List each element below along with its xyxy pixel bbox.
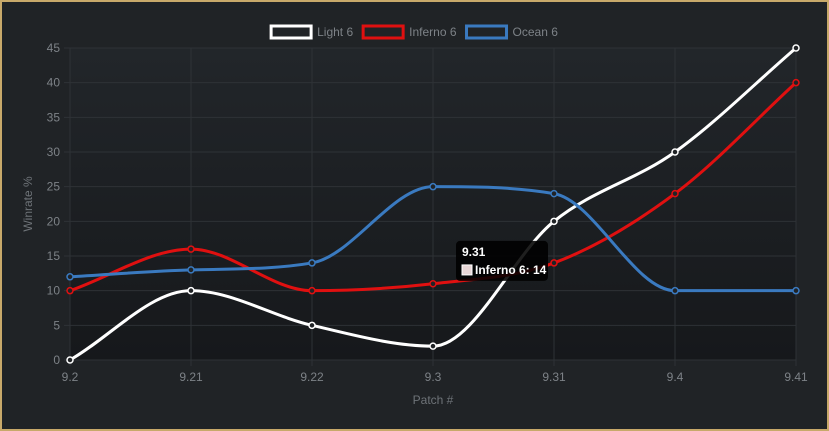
tooltip-box <box>456 240 548 281</box>
data-point-ocean-6[interactable] <box>671 286 679 295</box>
data-point-light-6[interactable] <box>308 321 316 330</box>
tooltip-body: Inferno 6: 14 <box>475 263 547 277</box>
y-tick-label: 0 <box>53 353 60 367</box>
y-tick-label: 5 <box>53 318 60 332</box>
x-tick-label: 9.3 <box>425 370 442 384</box>
legend-item-light-6[interactable]: Light 6 <box>269 24 353 40</box>
y-tick-label: 35 <box>47 110 61 124</box>
data-point-inferno-6[interactable] <box>671 189 679 198</box>
data-point-inferno-6[interactable] <box>308 286 316 295</box>
y-tick-label: 15 <box>47 249 61 263</box>
data-point-inferno-6[interactable] <box>187 245 195 253</box>
y-tick-label: 40 <box>47 76 61 90</box>
data-point-inferno-6[interactable] <box>550 259 558 267</box>
data-point-inferno-6[interactable] <box>792 78 800 87</box>
legend-item-ocean-6[interactable]: Ocean 6 <box>465 24 559 40</box>
y-axis-ticks: 0 5 10 15 20 25 30 35 40 45 <box>47 41 61 367</box>
x-tick-label: 9.41 <box>784 370 808 384</box>
data-point-light-6[interactable] <box>66 356 74 364</box>
legend-label: Inferno 6 <box>409 25 457 39</box>
data-point-light-6[interactable] <box>187 286 195 295</box>
y-tick-label: 20 <box>47 214 61 228</box>
data-point-ocean-6[interactable] <box>308 259 316 267</box>
x-axis-title: Patch # <box>413 393 454 407</box>
y-tick-label: 45 <box>47 41 61 55</box>
x-tick-label: 9.21 <box>179 370 203 384</box>
legend-item-inferno-6[interactable]: Inferno 6 <box>361 24 457 40</box>
y-tick-label: 25 <box>47 180 61 194</box>
series-points <box>66 44 800 364</box>
legend-swatch <box>269 24 313 40</box>
tooltip-title: 9.31 <box>462 245 486 259</box>
data-point-light-6[interactable] <box>792 44 800 52</box>
data-point-ocean-6[interactable] <box>792 286 800 295</box>
x-tick-label: 9.2 <box>62 370 79 384</box>
x-axis-ticks: 9.2 9.21 9.22 9.3 9.31 9.4 9.41 <box>62 370 808 384</box>
x-tick-label: 9.4 <box>667 370 684 384</box>
y-axis-title: Winrate % <box>21 176 35 232</box>
data-point-inferno-6[interactable] <box>429 279 437 288</box>
legend-label: Ocean 6 <box>513 25 559 39</box>
tooltip: 9.31 Inferno 6: 14 <box>456 240 548 281</box>
tooltip-swatch <box>461 264 473 276</box>
y-tick-label: 30 <box>47 145 61 159</box>
data-point-light-6[interactable] <box>550 217 558 226</box>
data-point-light-6[interactable] <box>671 148 679 156</box>
x-tick-label: 9.31 <box>542 370 566 384</box>
data-point-inferno-6[interactable] <box>66 286 74 295</box>
data-point-light-6[interactable] <box>429 342 437 350</box>
legend-label: Light 6 <box>317 25 353 39</box>
legend: Light 6 Inferno 6 Ocean 6 <box>269 24 559 40</box>
y-tick-label: 10 <box>47 284 61 298</box>
x-tick-label: 9.22 <box>300 370 324 384</box>
data-point-ocean-6[interactable] <box>187 266 195 274</box>
data-point-ocean-6[interactable] <box>550 189 558 198</box>
legend-swatch <box>465 24 509 40</box>
data-point-ocean-6[interactable] <box>429 182 437 191</box>
legend-swatch <box>361 24 405 40</box>
data-point-ocean-6[interactable] <box>66 273 74 281</box>
